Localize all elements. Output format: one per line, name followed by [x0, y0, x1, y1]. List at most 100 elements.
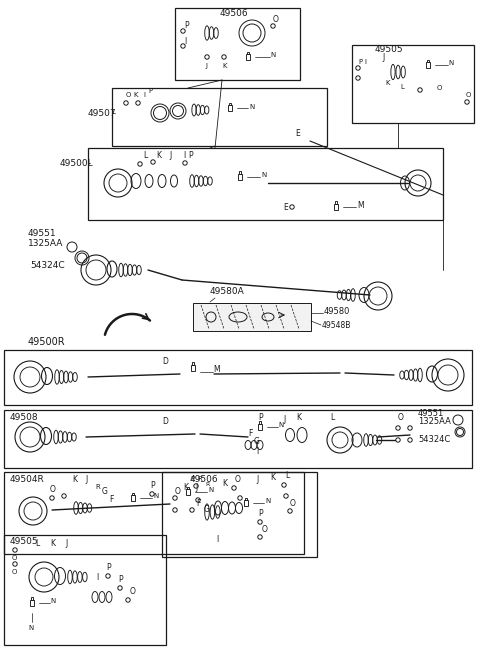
Text: R: R: [197, 476, 202, 482]
Text: P: P: [184, 22, 189, 30]
Text: P: P: [190, 476, 194, 482]
Text: N: N: [265, 498, 270, 504]
Text: 49505: 49505: [375, 45, 404, 55]
Bar: [247, 52, 249, 54]
Text: P: P: [118, 575, 122, 585]
Text: O: O: [437, 85, 443, 91]
Bar: [246, 54, 250, 60]
Text: G: G: [102, 488, 108, 496]
Text: K: K: [133, 92, 137, 98]
Bar: [335, 201, 337, 204]
Text: M: M: [213, 366, 220, 374]
Text: 49508: 49508: [10, 413, 38, 422]
Bar: [192, 362, 194, 364]
Text: K: K: [183, 484, 188, 492]
Text: O: O: [12, 569, 17, 575]
Text: L: L: [143, 150, 147, 159]
Text: D: D: [162, 357, 168, 366]
Text: P: P: [150, 482, 155, 490]
Text: N: N: [448, 60, 453, 66]
Text: I: I: [143, 92, 145, 98]
Text: E: E: [283, 202, 288, 212]
Text: F: F: [109, 496, 113, 505]
Text: 49551: 49551: [28, 229, 57, 239]
Text: N: N: [249, 104, 254, 110]
Text: O: O: [262, 525, 268, 534]
Bar: [259, 422, 261, 424]
Bar: [4, 410, 472, 468]
Text: 49500L: 49500L: [60, 159, 94, 167]
Bar: [245, 498, 247, 500]
Text: K: K: [50, 538, 55, 548]
Text: J: J: [169, 150, 171, 159]
Text: O: O: [398, 413, 404, 422]
Bar: [244, 500, 248, 506]
Text: J: J: [205, 63, 207, 69]
Text: R: R: [205, 482, 209, 488]
Text: N: N: [153, 493, 158, 499]
Text: L: L: [35, 538, 39, 548]
Text: N: N: [261, 172, 266, 178]
Bar: [4, 350, 472, 405]
Polygon shape: [193, 303, 311, 331]
Text: I: I: [183, 150, 185, 159]
Text: O: O: [126, 92, 132, 98]
Text: F: F: [248, 430, 252, 438]
Text: O: O: [235, 476, 241, 484]
Bar: [191, 364, 195, 371]
Text: K: K: [222, 63, 227, 69]
Text: K: K: [222, 478, 227, 488]
Text: D: D: [162, 418, 168, 426]
Text: N: N: [50, 598, 55, 604]
Text: P: P: [258, 509, 263, 519]
Text: L: L: [400, 84, 404, 90]
Bar: [229, 103, 231, 105]
Text: O: O: [50, 486, 56, 494]
Text: K: K: [296, 413, 301, 422]
Text: 49548B: 49548B: [322, 320, 351, 330]
Text: P: P: [106, 563, 110, 573]
Text: I: I: [96, 573, 98, 583]
Text: O: O: [175, 486, 181, 496]
Bar: [258, 424, 262, 430]
Bar: [187, 487, 189, 489]
Bar: [239, 171, 241, 174]
Bar: [334, 204, 338, 210]
Text: 49551: 49551: [418, 409, 444, 418]
Text: I: I: [364, 59, 366, 65]
Bar: [132, 493, 134, 495]
Text: G: G: [254, 436, 260, 445]
Text: P: P: [258, 413, 263, 422]
Text: R: R: [95, 484, 100, 490]
Bar: [131, 495, 135, 501]
Text: J: J: [283, 416, 285, 424]
Bar: [186, 489, 190, 495]
Text: M: M: [357, 200, 364, 210]
Text: I: I: [184, 36, 186, 45]
Text: J: J: [85, 474, 87, 484]
Text: I: I: [256, 447, 258, 457]
Bar: [88, 148, 443, 220]
Text: 1325AA: 1325AA: [418, 418, 451, 426]
Text: 49505: 49505: [10, 538, 38, 546]
Text: K: K: [72, 474, 77, 484]
Text: 49580: 49580: [324, 306, 350, 316]
Text: L: L: [330, 413, 334, 422]
Text: N: N: [208, 487, 213, 493]
Text: G: G: [204, 505, 210, 515]
Bar: [175, 8, 300, 80]
Text: 54324C: 54324C: [30, 260, 65, 270]
Text: 49500R: 49500R: [28, 337, 66, 347]
Text: J: J: [382, 53, 384, 63]
Text: J: J: [195, 484, 197, 492]
Text: 49504R: 49504R: [10, 474, 45, 484]
Text: P: P: [148, 88, 152, 94]
Text: O: O: [12, 555, 17, 561]
Text: O: O: [130, 588, 136, 596]
Bar: [4, 472, 304, 554]
Bar: [426, 62, 430, 68]
Bar: [238, 174, 242, 181]
Text: 49507: 49507: [88, 109, 117, 117]
Text: K: K: [156, 150, 161, 159]
Text: O: O: [466, 92, 471, 98]
